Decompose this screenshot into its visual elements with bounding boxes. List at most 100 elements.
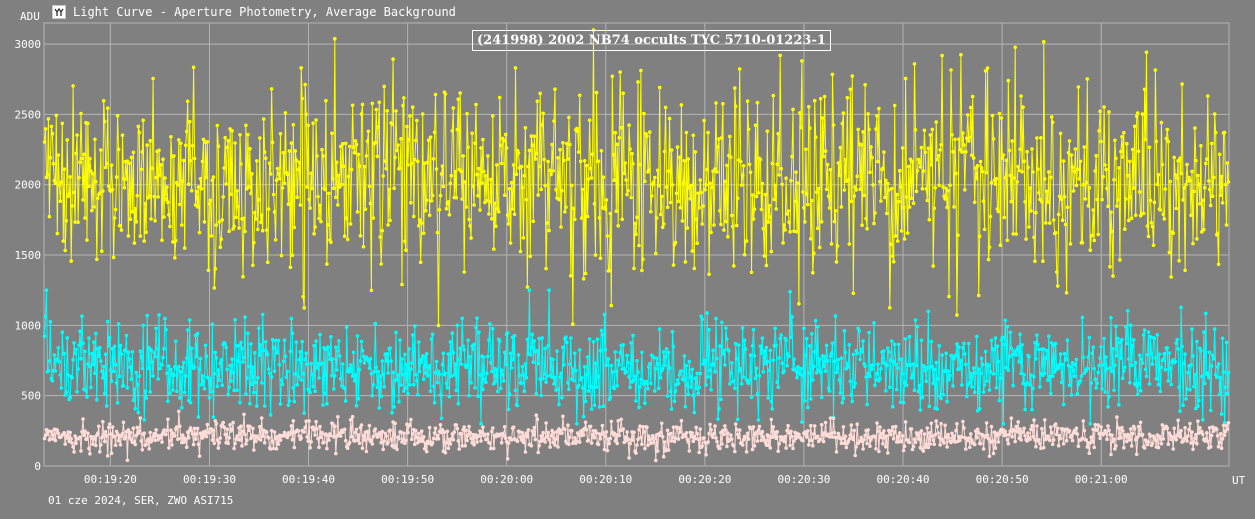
data-point xyxy=(337,173,341,178)
data-point xyxy=(778,336,782,341)
data-point xyxy=(359,112,364,116)
data-point xyxy=(784,338,788,343)
data-point xyxy=(713,167,717,171)
data-point xyxy=(1175,176,1179,180)
data-point xyxy=(83,216,87,220)
data-point xyxy=(415,118,419,123)
data-point xyxy=(138,416,143,420)
data-point xyxy=(323,187,327,192)
data-point xyxy=(272,430,277,434)
data-point xyxy=(266,367,271,371)
data-point xyxy=(1003,176,1008,180)
data-point xyxy=(549,172,553,177)
data-point xyxy=(723,363,727,367)
data-point xyxy=(1191,354,1195,358)
y-axis-label: ADU xyxy=(20,10,40,23)
data-point xyxy=(803,220,807,224)
data-point xyxy=(786,209,790,213)
footer-info: 01 cze 2024, SER, ZWO ASI715 xyxy=(48,494,234,507)
data-point xyxy=(319,219,323,224)
data-point xyxy=(408,114,412,118)
data-point xyxy=(1194,406,1198,411)
data-point xyxy=(942,441,946,445)
data-point xyxy=(609,363,614,368)
data-point xyxy=(301,371,306,376)
data-point xyxy=(156,195,160,199)
data-point xyxy=(619,125,623,130)
data-point xyxy=(1166,379,1171,383)
data-point xyxy=(910,159,915,164)
data-point xyxy=(395,377,399,382)
data-point xyxy=(968,135,972,140)
data-point xyxy=(1083,197,1088,201)
data-point xyxy=(1013,45,1017,50)
data-point xyxy=(394,444,398,448)
data-point xyxy=(121,420,126,425)
data-point xyxy=(115,401,120,405)
data-point xyxy=(785,212,789,216)
data-point xyxy=(511,163,516,167)
light-curve-app-icon[interactable] xyxy=(52,5,66,19)
data-point xyxy=(91,172,95,176)
data-point xyxy=(679,103,684,107)
data-point xyxy=(92,340,96,344)
data-point xyxy=(761,435,766,439)
data-point xyxy=(1055,284,1060,288)
data-point xyxy=(871,183,875,187)
data-point xyxy=(444,440,449,445)
data-point xyxy=(1042,347,1046,351)
data-point xyxy=(361,433,366,438)
data-point xyxy=(723,424,727,428)
data-point xyxy=(685,226,690,230)
data-point xyxy=(617,433,621,438)
data-point xyxy=(449,173,454,178)
data-point xyxy=(188,158,193,163)
data-point xyxy=(822,431,827,435)
data-point xyxy=(396,143,400,147)
data-point xyxy=(658,375,663,380)
data-point xyxy=(904,383,909,388)
data-point xyxy=(722,432,726,437)
data-point xyxy=(173,365,177,369)
data-point xyxy=(398,166,402,170)
data-point xyxy=(62,351,66,356)
data-point xyxy=(527,148,532,153)
data-point xyxy=(352,150,357,155)
data-point xyxy=(1057,363,1062,367)
data-point xyxy=(163,316,167,321)
data-point xyxy=(917,383,922,388)
data-point xyxy=(253,350,257,355)
data-point xyxy=(1132,426,1137,431)
data-point xyxy=(1039,446,1043,451)
data-point xyxy=(972,200,977,205)
data-point xyxy=(851,291,856,296)
data-point xyxy=(500,372,505,377)
data-point xyxy=(788,289,792,294)
data-point xyxy=(891,404,895,409)
data-point xyxy=(1183,352,1187,357)
data-point xyxy=(1054,432,1059,437)
data-point xyxy=(548,445,552,449)
data-point xyxy=(82,433,86,438)
data-point xyxy=(986,364,991,368)
data-point xyxy=(399,430,403,434)
data-point xyxy=(308,390,312,395)
data-point xyxy=(112,344,117,349)
data-point xyxy=(1103,390,1107,394)
data-point xyxy=(378,374,383,378)
data-point xyxy=(497,339,502,343)
data-point xyxy=(121,176,126,181)
data-point xyxy=(970,374,975,378)
data-point xyxy=(123,349,128,353)
data-point xyxy=(1155,333,1160,337)
data-point xyxy=(64,218,68,223)
data-point xyxy=(444,207,449,211)
data-point xyxy=(380,359,385,363)
data-point xyxy=(549,433,553,438)
data-point xyxy=(162,346,166,351)
data-point xyxy=(419,221,424,225)
data-point xyxy=(849,423,854,427)
data-point xyxy=(830,435,835,439)
data-point xyxy=(675,145,680,149)
data-point xyxy=(893,362,898,367)
